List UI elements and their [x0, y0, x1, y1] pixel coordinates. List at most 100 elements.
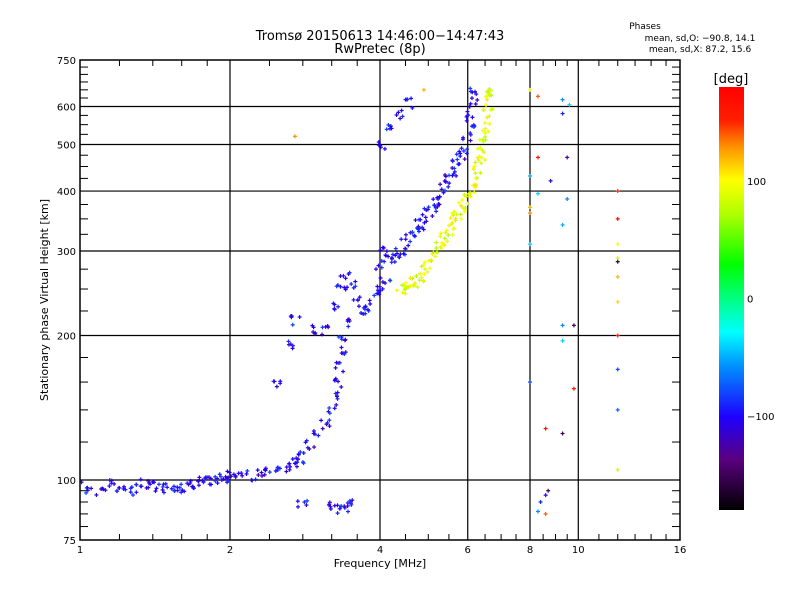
- data-point: [267, 470, 272, 475]
- data-point: [410, 105, 415, 110]
- data-point: [382, 146, 387, 151]
- data-point: [179, 490, 184, 495]
- data-point: [388, 124, 393, 129]
- data-point: [160, 487, 165, 492]
- data-point: [394, 113, 399, 118]
- data-point: [179, 482, 184, 487]
- data-point: [116, 485, 121, 490]
- data-point: [346, 324, 351, 329]
- data-point: [458, 212, 463, 217]
- grid-lines: [80, 60, 680, 540]
- data-point: [262, 472, 267, 477]
- data-point: [543, 426, 548, 431]
- data-point: [487, 92, 492, 97]
- data-point: [443, 179, 448, 184]
- data-point: [567, 102, 572, 107]
- data-point: [543, 493, 548, 498]
- data-point: [443, 174, 448, 179]
- chart-title: Tromsø 20150613 14:46:00−14:47:43: [255, 29, 505, 44]
- data-point: [483, 134, 488, 139]
- data-point: [207, 482, 212, 487]
- data-point: [225, 469, 230, 474]
- data-point: [336, 334, 341, 339]
- data-point: [438, 244, 443, 249]
- data-point: [487, 114, 492, 119]
- data-point: [107, 478, 112, 483]
- x-tick-label: 16: [674, 545, 687, 556]
- data-point: [403, 97, 408, 102]
- data-point: [571, 323, 576, 328]
- data-point: [435, 204, 440, 209]
- y-tick-labels: 75 100 200 300 400 500 600 750: [57, 56, 76, 547]
- data-point: [197, 475, 202, 480]
- data-point: [311, 330, 316, 335]
- data-point: [615, 467, 620, 472]
- data-point: [375, 291, 380, 296]
- data-point: [535, 94, 540, 99]
- data-point: [182, 489, 187, 494]
- data-point: [459, 203, 464, 208]
- data-point: [112, 481, 117, 486]
- data-point: [417, 278, 422, 283]
- data-point: [273, 469, 278, 474]
- data-point: [482, 120, 487, 125]
- data-point: [615, 274, 620, 279]
- data-point: [451, 227, 456, 232]
- data-point: [423, 267, 428, 272]
- data-point: [339, 504, 344, 509]
- x-tick-label: 1: [77, 545, 83, 556]
- data-point: [403, 291, 408, 296]
- data-point: [426, 205, 431, 210]
- data-point: [406, 285, 411, 290]
- data-point: [467, 104, 472, 109]
- data-point: [450, 173, 455, 178]
- data-point: [256, 473, 261, 478]
- data-point: [615, 367, 620, 372]
- data-point: [437, 194, 442, 199]
- data-point: [471, 167, 476, 172]
- data-points: [79, 86, 620, 516]
- data-point: [263, 468, 268, 473]
- data-point: [459, 146, 464, 151]
- colorbar-tick-label: 0: [747, 295, 753, 306]
- data-point: [396, 254, 401, 259]
- data-point: [560, 431, 565, 436]
- data-point: [403, 232, 408, 237]
- data-point: [383, 281, 388, 286]
- data-point: [367, 298, 372, 303]
- data-point: [464, 151, 469, 156]
- data-point: [419, 264, 424, 269]
- data-point: [305, 498, 310, 503]
- data-point: [409, 96, 414, 101]
- data-point: [543, 511, 548, 516]
- data-point: [484, 94, 489, 99]
- data-point: [333, 377, 338, 382]
- data-point: [446, 233, 451, 238]
- data-point: [333, 365, 338, 370]
- data-point: [615, 333, 620, 338]
- data-point: [338, 284, 343, 289]
- data-point: [341, 369, 346, 374]
- data-point: [419, 275, 424, 280]
- data-point: [454, 212, 459, 217]
- data-point: [430, 214, 435, 219]
- data-point: [464, 114, 469, 119]
- data-point: [465, 201, 470, 206]
- data-point: [535, 155, 540, 160]
- data-point: [327, 411, 332, 416]
- data-point: [334, 284, 339, 289]
- data-point: [528, 380, 532, 385]
- data-point: [422, 220, 427, 225]
- data-point: [290, 322, 295, 327]
- data-point: [128, 490, 133, 495]
- data-point: [388, 278, 393, 283]
- data-point: [343, 287, 348, 292]
- data-point: [134, 490, 139, 495]
- data-point: [390, 252, 395, 257]
- data-point: [101, 487, 106, 492]
- data-point: [396, 110, 401, 115]
- y-tick-label: 300: [57, 247, 76, 258]
- data-point: [356, 304, 361, 309]
- data-point: [384, 127, 389, 132]
